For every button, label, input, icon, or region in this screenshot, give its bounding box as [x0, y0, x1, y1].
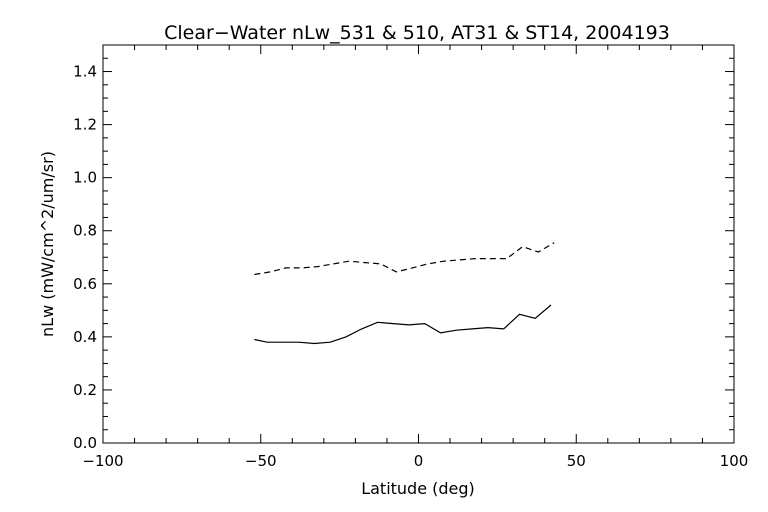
y-tick-label: 1.4 [73, 63, 97, 81]
y-tick-label: 1.2 [73, 116, 97, 134]
x-tick-label: 50 [567, 452, 586, 470]
series-group [254, 242, 555, 345]
y-tick-label: 0.6 [73, 275, 97, 293]
x-axis: −100 −50 0 50 100 [82, 45, 748, 470]
x-axis-label: Latitude (deg) [361, 479, 475, 498]
y-axis: 0.0 0.2 0.4 0.6 0.8 1.0 1.2 1.4 [73, 44, 734, 452]
y-tick-label: 0.2 [73, 381, 97, 399]
series-line-solid [254, 304, 552, 345]
plot-frame [102, 44, 735, 444]
y-tick-label: 0.4 [73, 328, 97, 346]
y-tick-label: 1.0 [73, 169, 97, 187]
series-line-dashed [254, 242, 555, 276]
y-tick-label: 0.0 [73, 434, 97, 452]
y-axis-label: nLw (mW/cm^2/um/sr) [38, 151, 57, 337]
x-tick-label: 100 [720, 452, 749, 470]
x-tick-label: −100 [82, 452, 123, 470]
x-tick-label: 0 [414, 452, 424, 470]
chart-title: Clear−Water nLw_531 & 510, AT31 & ST14, … [164, 22, 670, 44]
x-tick-label: −50 [245, 452, 277, 470]
y-tick-label: 0.8 [73, 222, 97, 240]
